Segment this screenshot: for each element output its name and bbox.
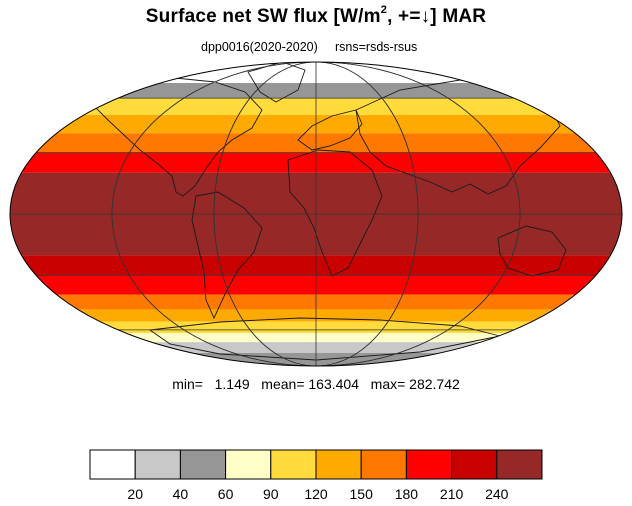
africa-outline (287, 149, 383, 277)
colorbar-tick-label: 60 (218, 486, 234, 502)
colorbar-swatch (360, 449, 407, 480)
greenland-outline (247, 62, 306, 103)
colorbar-swatch (225, 449, 272, 480)
colorbar-swatch (405, 449, 453, 480)
colorbar-tick-label: 150 (350, 486, 374, 502)
world-map (9, 61, 623, 367)
north-america-outline (87, 77, 263, 197)
experiment-label: dpp0016(2020-2020) (201, 40, 318, 54)
colorbar-swatch (451, 449, 498, 480)
field-statistics: min= 1.149 mean= 163.404 max= 282.742 (172, 376, 460, 392)
colorbar-swatch (270, 449, 317, 480)
colorbar-swatch (179, 449, 227, 480)
map-border (9, 61, 623, 367)
colorbar-boxes (89, 449, 543, 480)
europe-outline (297, 109, 363, 151)
graticule (10, 62, 622, 366)
colorbar-swatch (315, 449, 362, 480)
chart-title: Surface net SW flux [W/m2, +=↓] MAR (145, 4, 487, 27)
colorbar-tick-label: 20 (127, 486, 143, 502)
colorbar-swatch (134, 449, 181, 480)
colorbar-tick-label: 90 (263, 486, 279, 502)
colorbar-swatch (496, 449, 543, 480)
colorbar-tick-label: 120 (304, 486, 328, 502)
south-america-outline (191, 191, 263, 320)
australia-outline (497, 225, 567, 277)
colorbar-tick-label: 210 (440, 486, 464, 502)
colorbar-tick-label: 180 (395, 486, 419, 502)
colorbar-tick-label: 40 (173, 486, 189, 502)
colorbar-swatch (89, 449, 136, 480)
colorbar-ticks: 20 40 60 90 120 150 180 210 240 (127, 486, 508, 502)
variable-label: rsns=rsds-rsus (335, 40, 418, 54)
colorbar-tick-label: 240 (485, 486, 509, 502)
